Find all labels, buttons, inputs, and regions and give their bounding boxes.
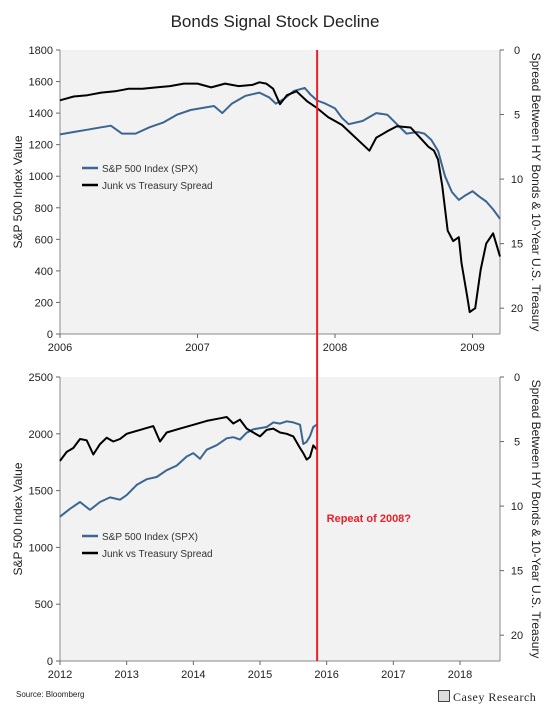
legend-label: S&P 500 Index (SPX)	[102, 532, 198, 543]
y-tick-label: 1600	[29, 77, 53, 89]
y-tick-label: 2000	[29, 429, 53, 441]
x-tick-label: 2015	[248, 669, 272, 681]
spx-line	[59, 420, 318, 518]
legend-label: Junk vs Treasury Spread	[102, 549, 213, 560]
spx-line	[59, 86, 501, 220]
y-tick-label: 1800	[29, 45, 53, 57]
y-tick-label: 1000	[29, 542, 53, 554]
plot-area-1	[60, 50, 500, 334]
y2-tick-label: 15	[511, 239, 523, 251]
plot-area-2	[60, 377, 500, 661]
y2-tick-label: 20	[511, 630, 523, 642]
x-tick-label: 2007	[185, 342, 209, 354]
y-tick-label: 800	[35, 203, 53, 215]
y-axis-title: S&P 500 Index Value	[11, 462, 25, 575]
source-note: Source: Bloomberg	[16, 690, 85, 699]
y2-tick-label: 10	[511, 501, 523, 513]
y2-tick-label: 10	[511, 174, 523, 186]
x-tick-label: 2017	[381, 669, 405, 681]
spread-line	[59, 81, 501, 314]
y-tick-label: 1400	[29, 108, 53, 120]
legend-label: Junk vs Treasury Spread	[102, 181, 213, 192]
y2-tick-label: 0	[514, 372, 520, 384]
x-tick-label: 2006	[48, 342, 72, 354]
y-tick-label: 600	[35, 234, 53, 246]
y2-tick-label: 5	[514, 110, 520, 122]
y-tick-label: 2500	[29, 372, 53, 384]
x-tick-label: 2013	[114, 669, 138, 681]
y-tick-label: 500	[35, 599, 53, 611]
y2-tick-label: 20	[511, 303, 523, 315]
y2-tick-label: 5	[514, 437, 520, 449]
x-tick-label: 2016	[314, 669, 338, 681]
y-tick-label: 200	[35, 297, 53, 309]
y-tick-label: 1000	[29, 171, 53, 183]
x-tick-label: 2014	[181, 669, 205, 681]
annotation-text: Repeat of 2008?	[327, 513, 412, 525]
x-tick-label: 2008	[323, 342, 347, 354]
x-tick-label: 2012	[48, 669, 72, 681]
y-axis-title: S&P 500 Index Value	[11, 135, 25, 248]
legend-label: S&P 500 Index (SPX)	[102, 164, 198, 175]
chart-title: Bonds Signal Stock Decline	[170, 12, 380, 31]
spread-line	[59, 416, 318, 462]
x-tick-label: 2009	[460, 342, 484, 354]
y2-axis-title: Spread Between HY Bonds & 10-Year U.S. T…	[529, 53, 543, 332]
y2-axis-title: Spread Between HY Bonds & 10-Year U.S. T…	[529, 380, 543, 659]
y-tick-label: 0	[47, 656, 53, 668]
y-tick-label: 1200	[29, 140, 53, 152]
y2-tick-label: 15	[511, 566, 523, 578]
y2-tick-label: 0	[514, 45, 520, 57]
y-tick-label: 400	[35, 266, 53, 278]
y-tick-label: 0	[47, 329, 53, 341]
y-tick-label: 1500	[29, 486, 53, 498]
x-tick-label: 2018	[448, 669, 472, 681]
casey-research-logo: Casey Research	[438, 690, 536, 705]
